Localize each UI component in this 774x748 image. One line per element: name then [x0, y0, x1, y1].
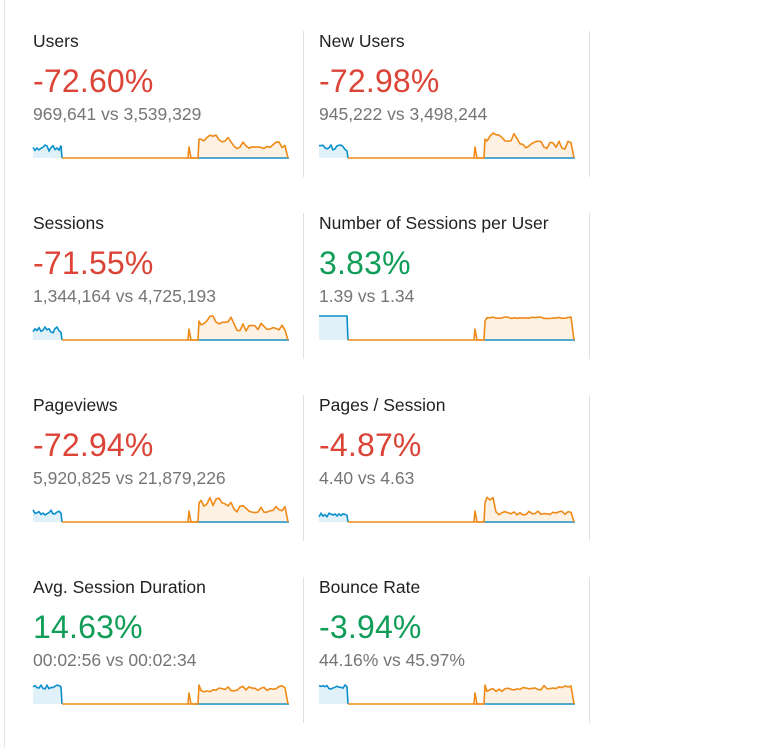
sparkline-previous-area [198, 315, 288, 340]
sparkline-previous-line [473, 496, 575, 523]
card-divider [303, 577, 304, 723]
card-divider [303, 213, 304, 359]
sparkline-previous-line [187, 315, 289, 341]
sparkline-current-line [32, 508, 63, 523]
metric-label: Avg. Session Duration [33, 577, 206, 597]
metric-label: Pageviews [33, 395, 118, 415]
sparkline-current-area [33, 509, 62, 522]
sparkline-current-area [33, 145, 62, 158]
panel-left-border [4, 0, 5, 748]
sparkline-previous-area [484, 317, 574, 340]
metric-label: Users [33, 31, 79, 51]
sparkline-previous-area [484, 133, 574, 158]
metric-comparison: 5,920,825 vs 21,879,226 [33, 468, 226, 488]
metric-comparison: 1.39 vs 1.34 [319, 286, 415, 306]
metric-label: Sessions [33, 213, 105, 233]
sparkline-current-line [319, 315, 349, 341]
sparkline-current-line [318, 683, 349, 705]
metric-card-avg-session-duration[interactable]: Avg. Session Duration 14.63% 00:02:56 vs… [32, 577, 303, 723]
sparkline-current-line [32, 144, 63, 159]
sparkline-previous-line [473, 684, 575, 705]
metric-change: 14.63% [33, 609, 143, 645]
sparkline [32, 683, 289, 705]
metric-comparison: 44.16% vs 45.97% [319, 650, 465, 670]
sparkline [318, 683, 575, 705]
metric-comparison: 969,641 vs 3,539,329 [33, 104, 202, 124]
metric-card-pageviews[interactable]: Pageviews -72.94% 5,920,825 vs 21,879,22… [32, 395, 303, 541]
metric-comparison: 945,222 vs 3,498,244 [319, 104, 488, 124]
sparkline-previous-line [473, 132, 575, 159]
card-divider [589, 577, 590, 723]
sparkline [318, 496, 575, 523]
metric-change: -72.94% [33, 427, 154, 463]
sparkline-current-line [318, 511, 349, 523]
card-divider [589, 395, 590, 541]
sparkline-previous-line [187, 684, 289, 705]
metric-change: 3.83% [319, 245, 411, 281]
sparkline [32, 496, 289, 523]
sparkline [32, 134, 289, 159]
metric-card-sessions-per-user[interactable]: Number of Sessions per User 3.83% 1.39 v… [319, 213, 589, 359]
sparkline-previous-line [473, 316, 575, 341]
metric-change: -3.94% [319, 609, 422, 645]
sparkline-current-line [32, 683, 63, 705]
metric-label: Pages / Session [319, 395, 446, 415]
metric-label: Number of Sessions per User [319, 213, 549, 233]
sparkline-current-line [32, 325, 63, 341]
sparkline-previous-area [484, 497, 574, 522]
sparkline [318, 132, 575, 159]
metric-card-sessions[interactable]: Sessions -71.55% 1,344,164 vs 4,725,193 [32, 213, 303, 359]
metric-card-pages-per-session[interactable]: Pages / Session -4.87% 4.40 vs 4.63 [318, 395, 589, 541]
card-divider [589, 213, 590, 359]
sparkline-current-area [319, 685, 348, 704]
sparkline-current-line [318, 143, 349, 159]
sparkline-previous-area [198, 685, 288, 704]
metric-comparison: 1,344,164 vs 4,725,193 [33, 286, 216, 306]
metric-label: New Users [319, 31, 405, 51]
card-divider [589, 31, 590, 177]
metric-change: -72.98% [319, 63, 440, 99]
metric-comparison: 4.40 vs 4.63 [319, 468, 415, 488]
sparkline [32, 315, 289, 341]
metric-change: -4.87% [319, 427, 422, 463]
sparkline-previous-area [198, 135, 288, 158]
sparkline [319, 315, 575, 341]
metric-label: Bounce Rate [319, 577, 421, 597]
sparkline-current-area [33, 685, 62, 704]
sparkline-previous-area [198, 497, 288, 522]
metric-comparison: 00:02:56 vs 00:02:34 [33, 650, 197, 670]
sparkline-current-area [319, 145, 348, 158]
metric-card-users[interactable]: Users -72.60% 969,641 vs 3,539,329 [32, 31, 303, 177]
sparkline-current-area [319, 316, 348, 340]
sparkline-previous-area [484, 685, 574, 704]
card-divider [303, 395, 304, 541]
card-divider [303, 31, 304, 177]
metric-card-bounce-rate[interactable]: Bounce Rate -3.94% 44.16% vs 45.97% [318, 577, 589, 723]
sparkline-previous-line [187, 134, 289, 159]
sparkline-previous-line [187, 496, 289, 523]
metric-change: -71.55% [33, 245, 154, 281]
metric-change: -72.60% [33, 63, 154, 99]
metric-card-new-users[interactable]: New Users -72.98% 945,222 vs 3,498,244 [318, 31, 589, 177]
